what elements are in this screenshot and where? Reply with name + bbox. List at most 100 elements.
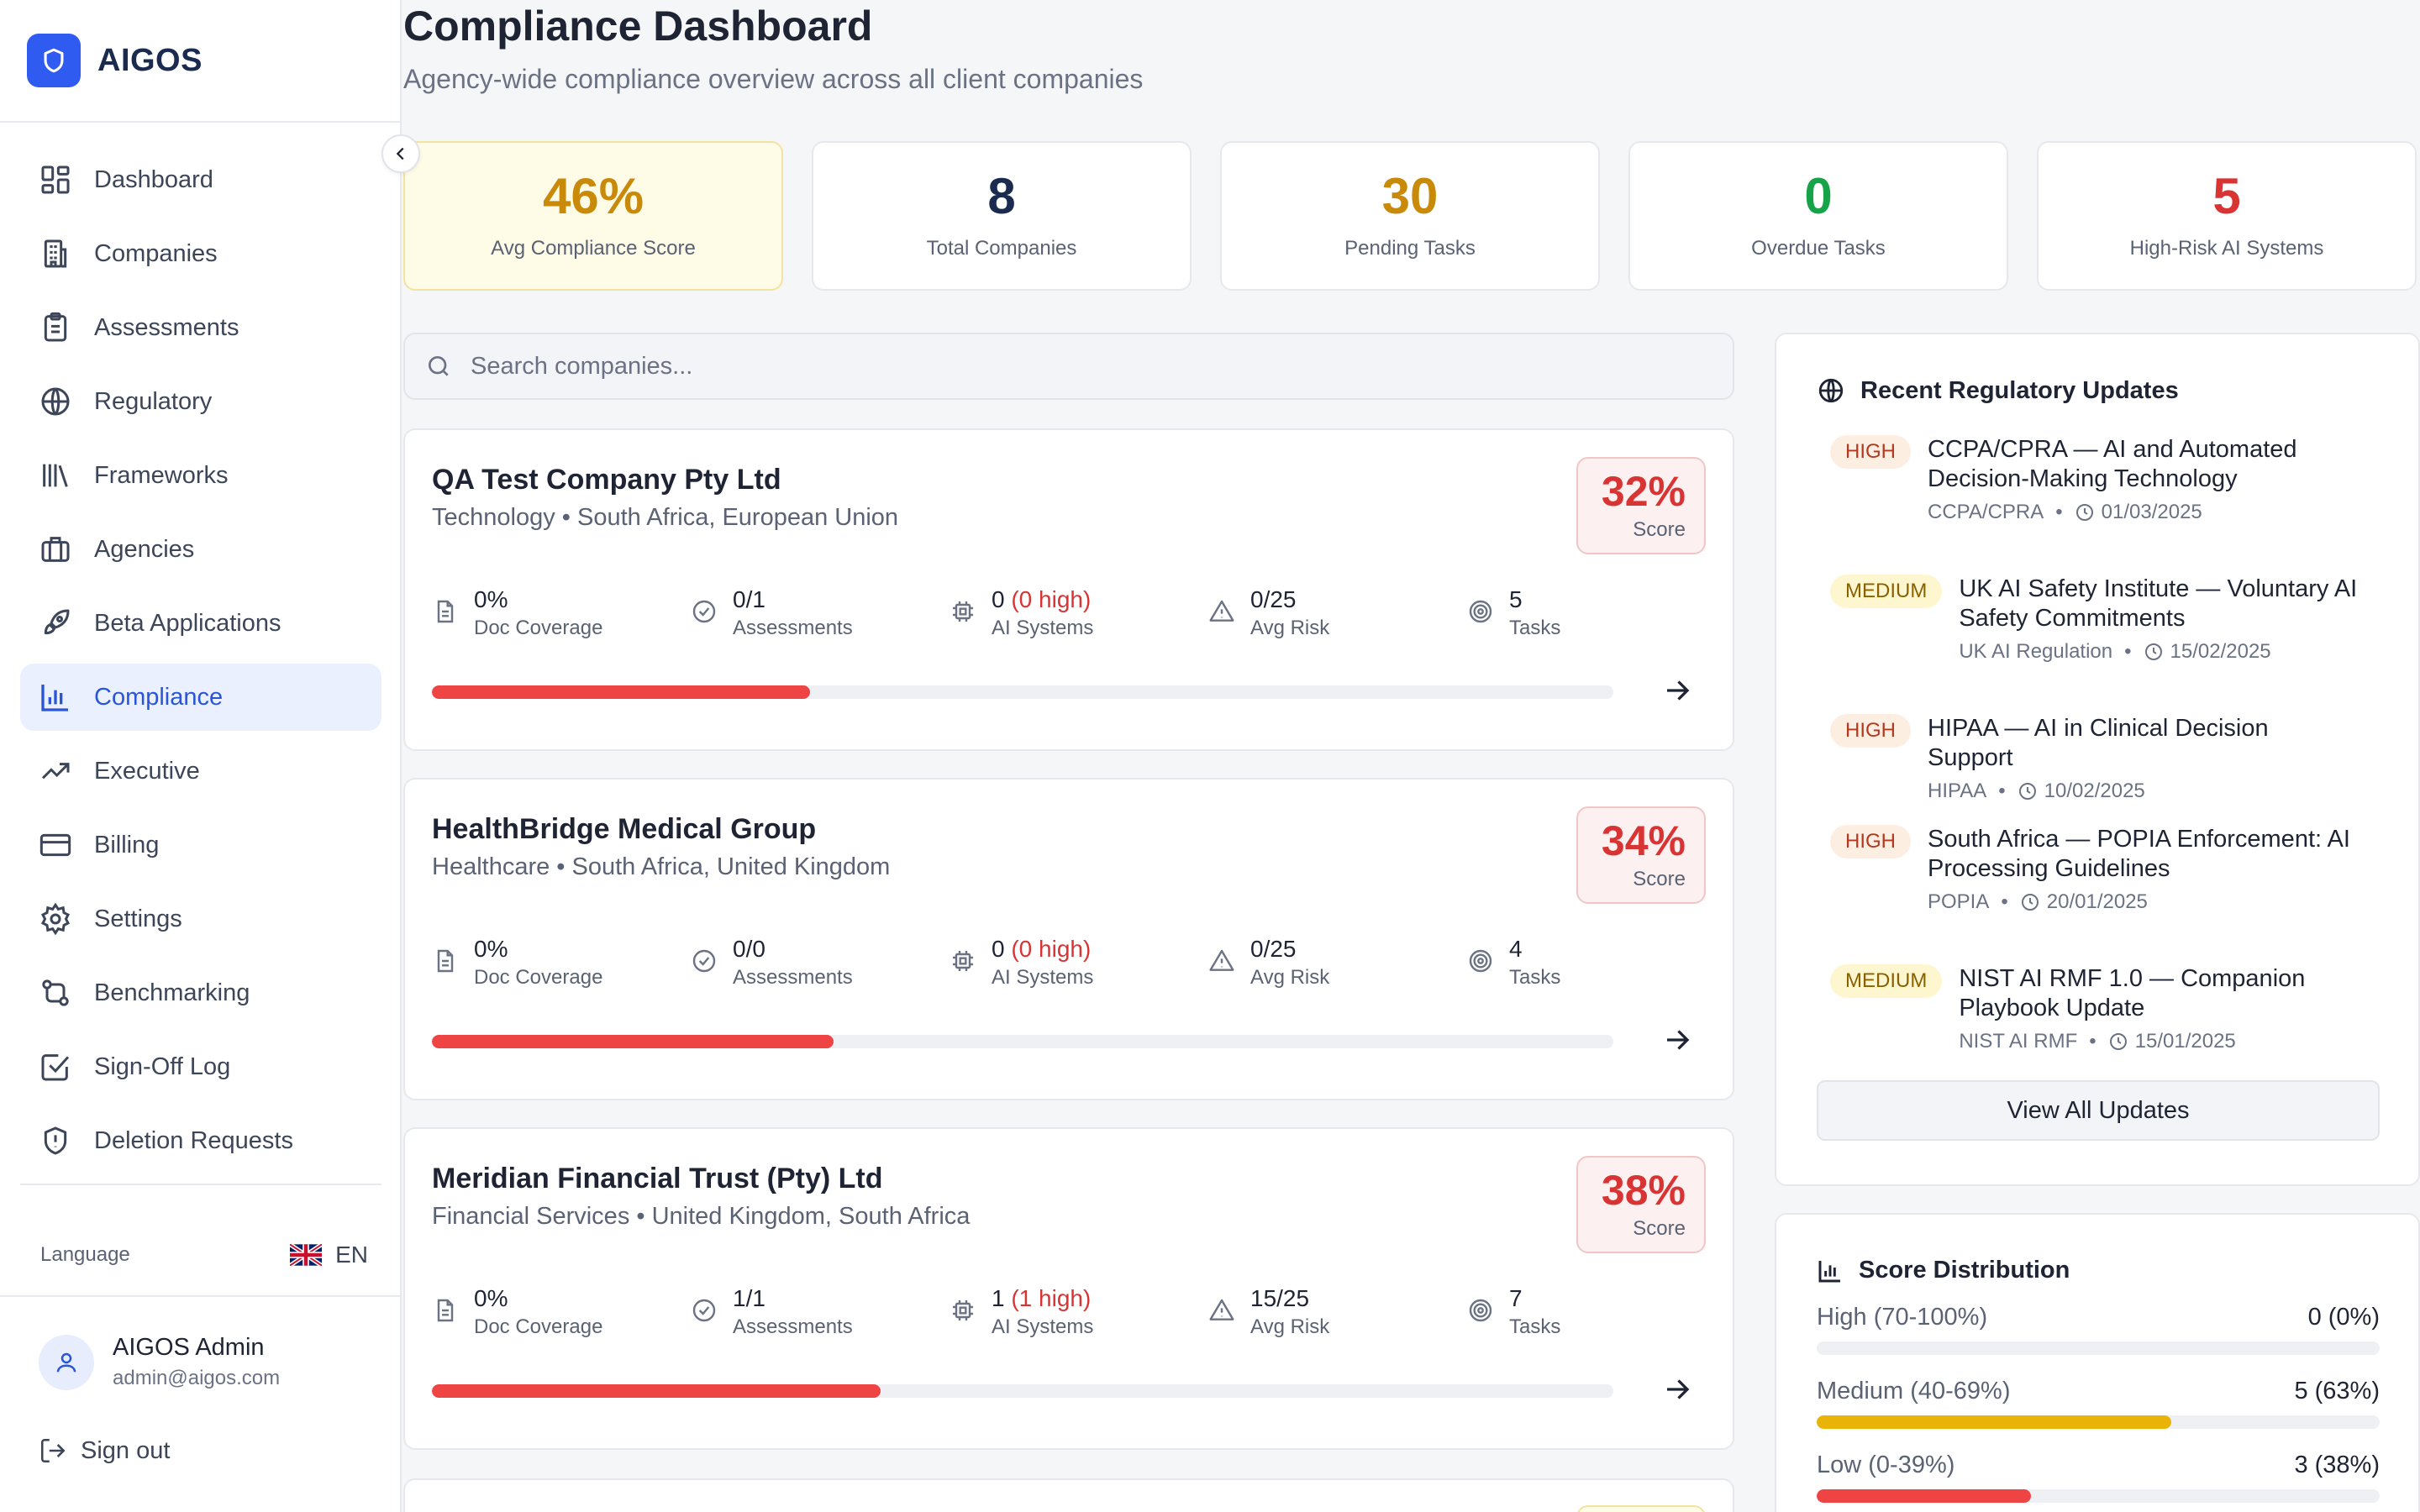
sidebar-item-executive[interactable]: Executive <box>20 738 381 805</box>
assessments-label: Assessments <box>733 617 853 639</box>
update-title: NIST AI RMF 1.0 — Companion Playbook Upd… <box>1959 965 2306 1021</box>
view-all-updates-button[interactable]: View All Updates <box>1817 1080 2380 1141</box>
metric-ai-systems: 0 (0 high) AI Systems <box>950 586 1093 640</box>
language-value[interactable]: EN <box>290 1242 368 1268</box>
regulatory-update-item[interactable]: HIGH HIPAA — AI in Clinical Decision Sup… <box>1830 714 2356 803</box>
sidebar-item-label: Regulatory <box>94 387 213 415</box>
ai-systems-high: (0 high) <box>1011 936 1092 962</box>
check-circle-icon <box>692 949 716 973</box>
sidebar-item-beta-applications[interactable]: Beta Applications <box>20 590 381 657</box>
distribution-bar <box>1817 1341 2380 1355</box>
assessments-label: Assessments <box>733 1315 853 1338</box>
language-selector[interactable]: Language EN <box>40 1213 368 1297</box>
score-distribution-panel: Score Distribution High (70-100%) 0 (0%) M… <box>1775 1213 2420 1512</box>
distribution-row: Low (0-39%) 3 (38%) <box>1817 1452 2380 1503</box>
score-progress-bar <box>432 1384 1613 1398</box>
metric-tasks: 5 Tasks <box>1467 586 1560 640</box>
update-title: HIPAA — AI in Clinical Decision Support <box>1928 715 2269 771</box>
tasks-label: Tasks <box>1509 1315 1561 1338</box>
clock-icon <box>2109 1033 2127 1050</box>
avg-risk-value: 15/25 <box>1250 1285 1310 1311</box>
user-profile[interactable]: AIGOS Admin admin@aigos.com <box>39 1334 280 1390</box>
regulatory-update-item[interactable]: HIGH South Africa — POPIA Enforcement: A… <box>1830 825 2356 914</box>
distribution-row: Medium (40-69%) 5 (63%) <box>1817 1378 2380 1429</box>
check-circle-icon <box>692 1299 716 1322</box>
search-icon <box>428 356 449 376</box>
update-meta: NIST AI RMF • 15/01/2025 <box>1959 1030 2357 1053</box>
stat-value: 0 <box>1804 168 1833 224</box>
sidebar: AIGOS Dashboard Companies Assessments Re… <box>0 0 402 1512</box>
stats-row: 46% Avg Compliance Score 8 Total Compani… <box>403 141 2420 292</box>
sidebar-item-settings[interactable]: Settings <box>20 885 381 953</box>
regulatory-update-item[interactable]: HIGH CCPA/CPRA — AI and Automated Decisi… <box>1830 435 2356 524</box>
document-icon <box>437 1299 454 1322</box>
regulatory-update-item[interactable]: MEDIUM NIST AI RMF 1.0 — Companion Playb… <box>1830 964 2357 1053</box>
avg-risk-label: Avg Risk <box>1250 617 1330 639</box>
sidebar-item-agencies[interactable]: Agencies <box>20 516 381 583</box>
sidebar-item-compliance[interactable]: Compliance <box>20 664 381 731</box>
update-title: UK AI Safety Institute — Voluntary AI Sa… <box>1959 575 2358 632</box>
company-card[interactable]: Meridian Financial Trust (Pty) Ltd Finan… <box>403 1127 1734 1450</box>
sidebar-item-sign-off-log[interactable]: Sign-Off Log <box>20 1033 381 1100</box>
page-title: Compliance Dashboard <box>403 3 873 50</box>
cpu-icon <box>953 951 973 971</box>
sign-out-label: Sign out <box>81 1436 171 1464</box>
sidebar-item-deletion-requests[interactable]: Deletion Requests <box>20 1107 381 1174</box>
regulatory-update-item[interactable]: MEDIUM UK AI Safety Institute — Voluntar… <box>1830 575 2357 664</box>
uk-flag-icon <box>290 1244 323 1266</box>
search-bar[interactable] <box>403 333 1734 400</box>
warning-icon <box>1209 949 1234 971</box>
arrow-right-icon <box>1667 680 1690 701</box>
doc-coverage-value: 0% <box>474 1285 508 1311</box>
credit-card-icon <box>39 833 71 857</box>
search-input[interactable] <box>471 352 1647 381</box>
stat-label: Overdue Tasks <box>1751 237 1886 260</box>
update-title: CCPA/CPRA — AI and Automated Decision-Ma… <box>1928 436 2297 492</box>
sidebar-item-label: Frameworks <box>94 461 229 489</box>
sidebar-item-companies[interactable]: Companies <box>20 220 381 287</box>
sidebar-item-dashboard[interactable]: Dashboard <box>20 146 381 213</box>
document-icon <box>437 600 454 623</box>
open-company-button[interactable] <box>1662 675 1692 710</box>
sidebar-item-assessments[interactable]: Assessments <box>20 294 381 361</box>
sidebar-item-label: Compliance <box>94 683 224 711</box>
warning-icon <box>1209 1299 1234 1320</box>
score-progress-fill <box>432 1384 881 1398</box>
update-meta: POPIA • 20/01/2025 <box>1928 890 2356 914</box>
company-card[interactable]: QA Test Company Pty Ltd Technology • Sou… <box>403 428 1734 751</box>
open-company-button[interactable] <box>1662 1374 1692 1409</box>
update-source: UK AI Regulation <box>1959 640 2113 663</box>
brand[interactable]: AIGOS <box>0 0 400 123</box>
target-icon <box>1469 1299 1492 1322</box>
company-metrics: 0% Doc Coverage 0/0 Assessments 0 (0 hig… <box>432 936 1709 995</box>
severity-badge: MEDIUM <box>1830 575 1943 608</box>
company-card[interactable] <box>403 1478 1734 1512</box>
update-date: 01/03/2025 <box>2101 501 2202 523</box>
score-label: Score <box>1633 1217 1686 1240</box>
assessments-value: 0/1 <box>733 586 765 612</box>
shield-alert-icon <box>44 1126 67 1155</box>
doc-coverage-value: 0% <box>474 586 508 612</box>
company-card[interactable]: HealthBridge Medical Group Healthcare • … <box>403 778 1734 1100</box>
stat-card-total-companies: 8 Total Companies <box>812 141 1192 291</box>
sign-out-button[interactable]: Sign out <box>39 1436 170 1465</box>
check-square-icon <box>41 1054 70 1081</box>
company-meta: Technology • South Africa, European Unio… <box>432 504 899 531</box>
ai-systems-count: 0 <box>992 936 1005 962</box>
stat-card-pending-tasks: 30 Pending Tasks <box>1220 141 1600 291</box>
meta-separator: • <box>2124 640 2132 663</box>
metric-ai-systems: 0 (0 high) AI Systems <box>950 936 1093 990</box>
distribution-value: 5 (63%) <box>2294 1378 2380 1404</box>
doc-coverage-label: Doc Coverage <box>474 617 603 639</box>
clock-icon <box>2021 894 2039 911</box>
sidebar-item-billing[interactable]: Billing <box>20 811 381 879</box>
collapse-sidebar-button[interactable] <box>381 134 420 173</box>
sidebar-item-regulatory[interactable]: Regulatory <box>20 368 381 435</box>
sidebar-item-frameworks[interactable]: Frameworks <box>20 442 381 509</box>
sidebar-item-benchmarking[interactable]: Benchmarking <box>20 959 381 1026</box>
open-company-button[interactable] <box>1662 1025 1692 1059</box>
bar-chart-icon <box>1818 1260 1840 1282</box>
sidebar-item-label: Executive <box>94 757 200 785</box>
tasks-value: 7 <box>1509 1285 1523 1311</box>
score-value: 38% <box>1601 1167 1686 1214</box>
